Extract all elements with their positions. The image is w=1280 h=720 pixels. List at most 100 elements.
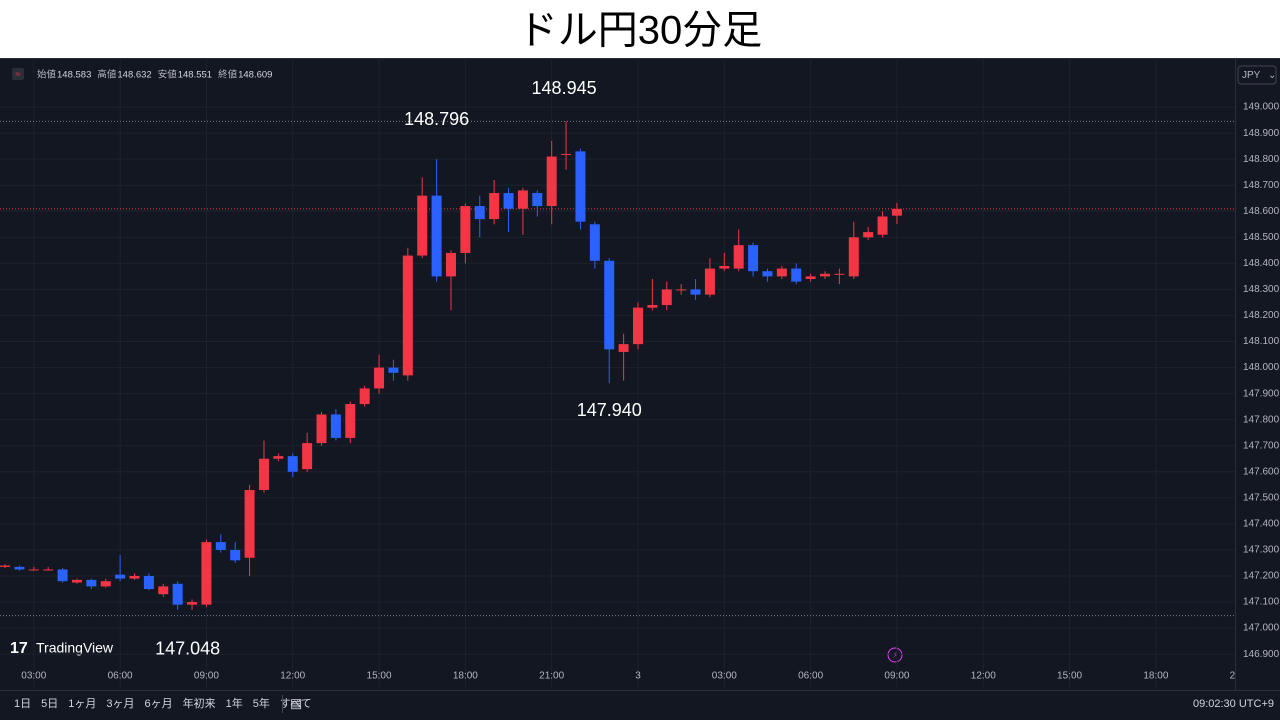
candle-body <box>733 245 744 269</box>
logo: 17 TradingView <box>10 640 114 658</box>
candle-body <box>71 579 82 583</box>
y-tick-label: 148.100 <box>1243 336 1280 347</box>
x-tick-label: 15:00 <box>367 671 392 682</box>
candle-body <box>330 414 341 438</box>
x-tick-label: 09:00 <box>884 671 909 682</box>
annotation: 148.945 <box>532 78 597 98</box>
range-button[interactable]: 年初来 <box>183 696 216 710</box>
candle-body <box>230 549 241 561</box>
candle-body <box>632 307 643 345</box>
candle-body <box>661 289 672 306</box>
candle-body <box>0 565 11 567</box>
range-button[interactable]: 6ヶ月 <box>145 698 173 710</box>
y-tick-label: 148.300 <box>1243 284 1280 295</box>
annotation: 147.940 <box>577 400 642 420</box>
candle-body <box>43 569 54 571</box>
range-button[interactable]: 5日 <box>41 698 58 710</box>
candle-body <box>474 206 485 220</box>
y-tick-label: 149.000 <box>1243 102 1280 113</box>
candle-body <box>690 289 701 295</box>
candle-body <box>244 490 255 558</box>
candle-body <box>158 586 169 595</box>
event-icon[interactable] <box>887 647 903 663</box>
date-range-icon[interactable]: ▤ <box>290 695 302 710</box>
x-tick-label: 09:00 <box>194 671 219 682</box>
x-tick-label: 3 <box>635 671 641 682</box>
candle-body <box>417 195 428 256</box>
candle-body <box>460 206 471 253</box>
candle-body <box>143 575 154 590</box>
title-band <box>0 0 1280 58</box>
range-button[interactable]: 3ヶ月 <box>106 698 134 710</box>
candle-body <box>374 367 385 389</box>
candle-body <box>287 456 298 472</box>
ohlc-label: 高値 <box>97 69 117 81</box>
y-tick-label: 148.200 <box>1243 310 1280 321</box>
x-tick-label: 21:00 <box>539 671 564 682</box>
candle-body <box>848 237 859 277</box>
candle-body <box>14 566 25 570</box>
event-icon-glyph: ⚡ <box>892 650 898 660</box>
ohlc-value: 148.632 <box>117 70 151 81</box>
y-tick-label: 147.900 <box>1243 388 1280 399</box>
x-tick-label: 06:00 <box>798 671 823 682</box>
range-button[interactable]: すべて <box>280 697 312 710</box>
ohlc-label: 始値 <box>37 69 57 81</box>
annotation: 147.048 <box>155 638 220 658</box>
candle-body <box>489 193 500 220</box>
symbol-icon-glyph: ≈ <box>16 69 21 79</box>
candle-body <box>877 216 888 235</box>
y-tick-label: 148.000 <box>1243 362 1280 373</box>
candle-body <box>647 305 658 308</box>
y-tick-label: 147.000 <box>1243 623 1280 634</box>
ohlc-value: 148.609 <box>238 70 272 81</box>
candle-body <box>546 156 557 207</box>
chart-background <box>0 58 1280 720</box>
candle-body <box>589 224 600 261</box>
candle-body <box>100 581 111 587</box>
candle-body <box>805 276 816 280</box>
candle-body <box>776 268 787 277</box>
candle-body <box>273 456 284 459</box>
y-tick-label: 147.200 <box>1243 571 1280 582</box>
x-tick-label: 15:00 <box>1057 671 1082 682</box>
candle-body <box>532 193 543 207</box>
range-button[interactable]: 1ヶ月 <box>68 698 96 710</box>
dropdown-arrow: ⌄ <box>1268 70 1276 81</box>
candle-body <box>604 260 615 350</box>
y-tick-label: 147.300 <box>1243 545 1280 556</box>
y-tick-label: 147.500 <box>1243 492 1280 503</box>
candle-body <box>258 458 269 491</box>
candle-body <box>762 271 773 277</box>
x-tick-label: 18:00 <box>453 671 478 682</box>
candle-body <box>431 195 442 277</box>
candle-body <box>748 245 759 272</box>
range-button[interactable]: 5年 <box>253 696 270 710</box>
title: ドル円30分足 <box>518 9 763 53</box>
symbol-icon[interactable] <box>12 68 24 80</box>
currency: JPY <box>1242 70 1261 81</box>
candle-body <box>316 414 327 444</box>
y-tick-label: 147.400 <box>1243 519 1280 530</box>
candle-body <box>115 574 126 579</box>
y-tick-label: 148.700 <box>1243 180 1280 191</box>
y-tick-label: 147.800 <box>1243 414 1280 425</box>
candle-body <box>86 579 97 587</box>
candle-body <box>704 268 715 295</box>
toolbar: 1日 5日 1ヶ月 3ヶ月 6ヶ月 年初来 1年 5年 すべて <box>14 696 312 710</box>
range-button[interactable]: 1年 <box>226 696 243 710</box>
candle-body <box>834 273 845 275</box>
candle-body <box>561 153 572 155</box>
logo-text: TradingView <box>36 640 114 656</box>
candle-body <box>503 193 514 209</box>
range-button[interactable]: 1日 <box>14 698 31 710</box>
candle-body <box>302 443 313 470</box>
currency-dropdown[interactable] <box>1237 65 1277 85</box>
candle-body <box>517 190 528 209</box>
ohlc-value: 148.583 <box>57 70 91 81</box>
logo-mark: 17 <box>10 640 28 657</box>
candle-body <box>402 255 413 376</box>
candle-body <box>201 542 212 605</box>
